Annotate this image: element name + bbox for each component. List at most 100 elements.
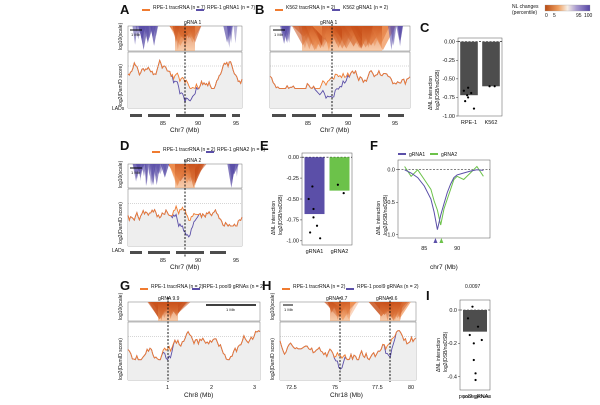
xtick: 75 xyxy=(332,385,338,391)
bar-chart-c: RPE-1 K562 0.00 -0.25 -0.50 -0.75 -1.00 xyxy=(442,37,503,126)
heatmap-cell xyxy=(149,164,156,186)
xtick: 80 xyxy=(408,385,414,391)
lad-segment xyxy=(292,114,316,117)
ytick-label: -0.50 xyxy=(442,77,455,83)
scale-label: 1 Mb xyxy=(274,32,284,37)
series-line-grna1 xyxy=(404,169,484,230)
panel-letter-e: E xyxy=(260,138,269,153)
bar xyxy=(329,157,350,191)
damid-line-control xyxy=(127,59,243,90)
data-point xyxy=(488,85,491,88)
damid-line-control xyxy=(279,330,417,361)
ylabel-top: log10(scale) xyxy=(118,160,124,188)
lad-segment xyxy=(130,114,142,117)
heatmap-cell xyxy=(153,164,161,186)
panel-letter-b: B xyxy=(255,2,264,17)
damid-area xyxy=(128,330,260,380)
colorbar-tick-95: 95 xyxy=(576,13,582,19)
ytick-label: -1.00 xyxy=(442,114,455,120)
colorbar-tick-0: 0 xyxy=(545,13,548,19)
xtick: 85 xyxy=(160,121,166,127)
category-label: gRNA2 xyxy=(331,249,349,255)
lad-segment xyxy=(130,251,142,254)
data-point xyxy=(312,207,315,211)
ylabel-lads: LADs xyxy=(112,106,125,112)
ylabel-lads: LADs xyxy=(112,248,125,254)
xtick: 85 xyxy=(160,258,166,264)
guide-label-1: gRNA 9.7 xyxy=(326,296,348,302)
lad-segment xyxy=(210,251,226,254)
scale-label: 1 Mb xyxy=(226,307,236,312)
ytick-label: -0.2 xyxy=(448,341,457,347)
legend-label-treated: RPE-1 gRNA1 (n = 7) xyxy=(207,5,256,11)
ytick-label: -0.25 xyxy=(442,58,455,64)
data-point xyxy=(319,237,322,240)
pvalue-label: 0.0097 xyxy=(465,284,481,290)
ytick-label: -0.75 xyxy=(442,95,455,101)
xtick: 95 xyxy=(392,121,398,127)
legend-label-treated: RPE-1 pool9 gRNAs (n = 2) xyxy=(203,284,265,290)
lad-segment xyxy=(388,114,404,117)
panel-c: C ΔNL interaction log2(DSB/noDSB) RPE-1 K… xyxy=(420,20,503,126)
xtick: 95 xyxy=(233,258,239,264)
bar xyxy=(482,41,500,87)
series-line-grna2 xyxy=(404,165,484,226)
scale-label: 1 Mb xyxy=(284,307,294,312)
data-point xyxy=(472,342,475,345)
heatmap xyxy=(132,164,239,188)
lad-segment xyxy=(148,114,170,117)
guide-label-2: gRNA 9.6 xyxy=(376,296,398,302)
ylabel-top: log10(scale) xyxy=(270,292,276,320)
damid-track xyxy=(269,65,411,108)
ytick-label: 0.00 xyxy=(444,40,455,46)
heatmap xyxy=(147,302,191,321)
lad-segment xyxy=(360,114,380,117)
plot-frame xyxy=(397,159,491,239)
damid-area xyxy=(270,70,410,108)
legend-label-control: K562 tracrRNA (n = 2) xyxy=(286,5,336,11)
ylabel-line2: log2(DSB/noDSB) xyxy=(435,69,441,110)
panel-g: G RPE-1 tracrRNA (n = 2) RPE-1 pool9 gRN… xyxy=(118,278,265,399)
data-point xyxy=(476,325,480,328)
xtick: 1 xyxy=(166,385,169,391)
plot-frame xyxy=(457,37,503,117)
ylabel-bottom: log2(DamID score) xyxy=(270,338,276,380)
data-point xyxy=(312,216,315,219)
panel-letter-d: D xyxy=(120,138,129,153)
ytick-label: -0.25 xyxy=(286,176,299,182)
damid-line-control xyxy=(127,330,261,361)
panel-b: B K562 tracrRNA (n = 2) K562 gRNA1 (n = … xyxy=(255,2,411,134)
cut-marker-grna2 xyxy=(439,238,444,243)
data-point xyxy=(467,96,470,99)
data-point xyxy=(470,91,473,95)
data-point xyxy=(480,338,483,342)
xtick-label: 90 xyxy=(454,246,460,252)
data-point xyxy=(315,224,319,227)
panel-letter-h: H xyxy=(262,278,271,293)
ylabel-top: log10(scale) xyxy=(118,22,124,50)
lad-track xyxy=(130,251,226,254)
scale-label: 1 Mb xyxy=(131,170,141,175)
legend-label-control: RPE-1 tracrRNA (n = 2) xyxy=(293,284,346,290)
ylabel-line1: ΔNL interaction xyxy=(376,201,382,235)
heatmap-cell xyxy=(388,26,395,51)
panel-letter-i: I xyxy=(426,288,430,303)
damid-track xyxy=(279,330,417,380)
xlabel: Chr18 (Mb) xyxy=(330,392,363,399)
guide-label: gRNA 2 xyxy=(184,158,201,164)
colorbar-gradient xyxy=(544,4,591,12)
legend-label-treated: RPE-1 pool9 gRNAs (n = 2) xyxy=(357,284,419,290)
ytick-label: -1.0 xyxy=(386,233,395,239)
data-point xyxy=(466,94,469,97)
heatmap xyxy=(132,26,238,51)
heatmap xyxy=(280,26,404,51)
ytick-label: 0.00 xyxy=(288,155,299,161)
heatmap-cell xyxy=(229,26,233,44)
legend-label-treated: RPE-1 gRNA2 (n = 2) xyxy=(217,147,266,153)
ylabel-line2: log2(DSB/noDSB) xyxy=(443,331,449,372)
xtick: 90 xyxy=(195,258,201,264)
data-point xyxy=(471,305,474,308)
heatmap-cell xyxy=(362,26,382,51)
